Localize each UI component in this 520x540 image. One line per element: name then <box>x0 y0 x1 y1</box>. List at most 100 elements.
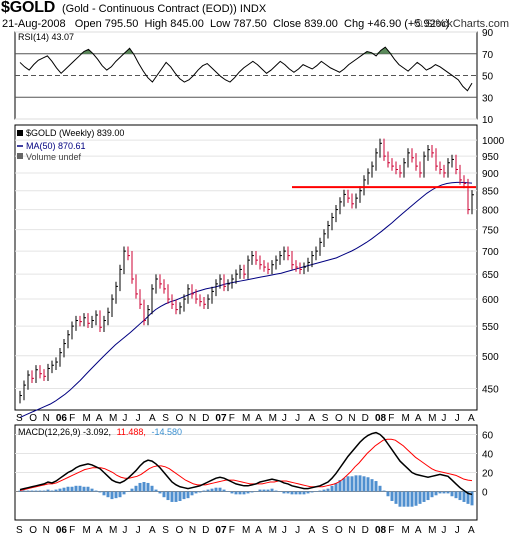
macd-histogram-bar <box>58 488 62 492</box>
month-label: N <box>348 525 355 536</box>
price-frame <box>14 124 478 411</box>
price-panel: 450 500 550 600 650 700 750 800 850 900 950 1000 $G… <box>14 124 505 424</box>
month-label: S <box>322 413 329 424</box>
macd-histogram-bar <box>318 490 322 492</box>
macd-histogram-bar <box>42 490 46 492</box>
macd-histogram-bar <box>446 491 450 494</box>
price-tick-label: 1000 <box>482 136 505 147</box>
macd-histogram-bar <box>250 491 254 493</box>
macd-histogram-bar <box>206 489 210 492</box>
ma50-line <box>19 181 473 418</box>
month-label: M <box>82 525 90 536</box>
high-value: 845.00 <box>170 18 204 30</box>
month-label: S <box>162 413 169 424</box>
ma-legend-label: MA(50) 870.61 <box>26 141 86 151</box>
rsi-tick-label: 10 <box>482 115 494 126</box>
macd-histogram-bar <box>94 490 98 492</box>
rsi-tick-label: 70 <box>482 50 494 61</box>
macd-histogram-bar <box>342 478 346 492</box>
macd-histogram-bar <box>150 485 154 492</box>
macd-histogram-bar <box>130 488 134 492</box>
macd-histogram-bar <box>18 490 22 492</box>
macd-histogram-bar <box>414 491 418 506</box>
macd-histogram-bar <box>306 491 310 494</box>
price-tick-label: 500 <box>482 352 499 363</box>
month-label: O <box>176 525 184 536</box>
month-label: J <box>122 525 127 536</box>
chart-symbol: $GOLD <box>1 0 56 16</box>
month-label: A <box>308 413 315 424</box>
macd-histogram-bar <box>262 489 266 492</box>
open-label: Open <box>74 18 102 30</box>
month-label: J <box>136 525 141 536</box>
month-label: J <box>136 413 141 424</box>
macd-tick-label: 0 <box>482 488 488 499</box>
month-label: A <box>149 413 156 424</box>
month-label: N <box>43 525 50 536</box>
month-label: 08 <box>375 413 387 424</box>
macd-histogram-bar <box>322 489 326 492</box>
month-label: F <box>229 413 235 424</box>
macd-histogram-bar <box>134 485 138 492</box>
month-label: J <box>295 413 300 424</box>
month-label: M <box>82 413 90 424</box>
macd-histogram-bar <box>26 490 30 492</box>
price-legend: $GOLD (Weekly) 839.00 MA(50) 870.61 Volu… <box>17 128 124 162</box>
macd-histogram-bar <box>114 491 118 499</box>
price-tick-label: 550 <box>482 322 499 333</box>
macd-histogram-bar <box>406 491 410 507</box>
macd-histogram-bar <box>54 489 58 492</box>
macd-histogram-bar <box>126 491 130 492</box>
macd-histogram-bar <box>198 491 202 493</box>
macd-histogram-bar <box>238 491 242 495</box>
macd-histogram-bar <box>346 476 350 492</box>
volume-legend-label: Volume undef <box>26 152 82 162</box>
ohlc-readout: 21-Aug-2008 Open 795.50 High 845.00 Low … <box>2 18 449 30</box>
close-label: Close <box>273 18 302 30</box>
month-label: J <box>295 525 300 536</box>
macd-histogram-bar <box>354 475 358 492</box>
month-label: N <box>189 413 196 424</box>
month-label: 06 <box>56 413 68 424</box>
macd-histogram-bar <box>270 488 274 492</box>
month-label: O <box>29 413 37 424</box>
macd-histogram-bar <box>62 487 66 492</box>
macd-histogram-bar <box>86 486 90 492</box>
macd-histogram-bar <box>294 491 298 495</box>
macd-histogram-bar <box>246 491 250 494</box>
macd-histogram-bar <box>118 491 122 498</box>
macd-histogram-bar <box>230 491 234 494</box>
macd-histogram-bar <box>186 491 190 499</box>
price-tick-label: 650 <box>482 270 499 281</box>
month-label: A <box>255 413 262 424</box>
macd-histogram-bar <box>242 491 246 495</box>
macd-histogram-bar <box>454 491 458 499</box>
macd-histogram-bar <box>142 482 146 492</box>
chart-description: (Gold - Continuous Contract (EOD)) INDX <box>62 3 267 15</box>
macd-histogram-bar <box>274 490 278 492</box>
macd-histogram-bar <box>82 486 86 492</box>
macd-histogram-bar <box>290 491 294 495</box>
month-label: O <box>176 413 184 424</box>
month-label: J <box>455 413 460 424</box>
macd-histogram-bar <box>362 476 366 492</box>
month-label: F <box>69 525 75 536</box>
macd-histogram-bar <box>146 482 150 492</box>
macd-histogram-bar <box>170 491 174 502</box>
month-label: M <box>242 413 250 424</box>
month-label: A <box>468 525 475 536</box>
macd-histogram-bar <box>466 491 470 504</box>
macd-histogram-bar <box>90 488 94 492</box>
macd-legend: MACD(12,26,9) -3.092, 11.488, -14.580 <box>18 427 182 437</box>
macd-histogram-bar <box>102 491 106 496</box>
stockcharts-watermark: © StockCharts.com <box>414 18 509 30</box>
month-label: A <box>96 413 103 424</box>
month-label: J <box>282 413 287 424</box>
macd-legend-hist: -14.580 <box>151 427 182 437</box>
macd-histogram-bar <box>234 491 238 495</box>
macd-histogram-bar <box>386 491 390 497</box>
chg-value: +46.90 (+5.92%) <box>367 18 450 30</box>
month-label: 07 <box>215 525 227 536</box>
month-label: M <box>402 413 410 424</box>
